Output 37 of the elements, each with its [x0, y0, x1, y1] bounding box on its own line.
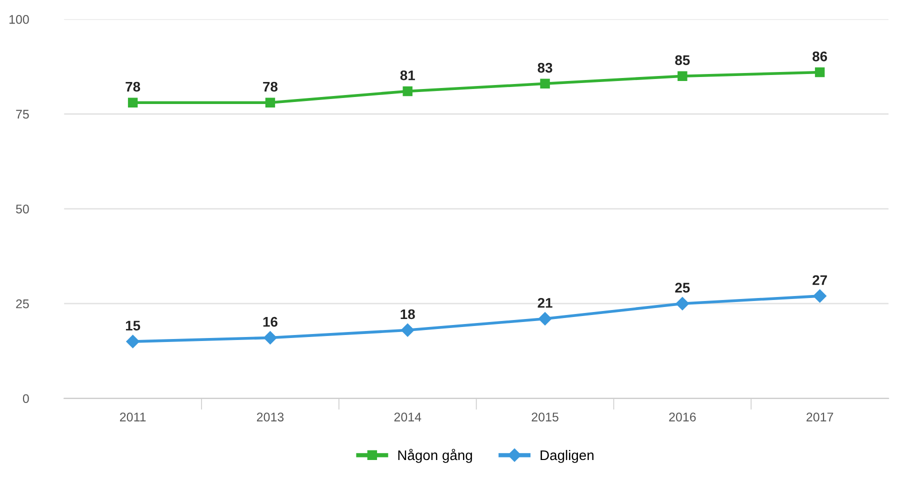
x-tick-label: 2013	[256, 412, 284, 422]
data-label: 25	[675, 282, 690, 293]
y-tick-label: 25	[16, 299, 29, 308]
y-tick-label: 100	[9, 15, 29, 24]
point	[678, 71, 688, 81]
data-label: 81	[400, 70, 415, 80]
data-label: 78	[126, 82, 140, 92]
point	[538, 312, 552, 326]
y-tick-label: 75	[16, 110, 29, 119]
data-label: 78	[263, 82, 278, 92]
point	[126, 334, 140, 348]
x-tick-label: 2014	[394, 412, 422, 422]
data-label: 16	[263, 316, 278, 327]
legend-label: Dagligen	[540, 450, 594, 463]
legend-label: Någon gång	[398, 448, 472, 463]
point	[814, 67, 825, 78]
y-tick-label: 50	[16, 204, 29, 214]
data-label: 83	[538, 62, 552, 73]
point	[813, 289, 826, 303]
point	[401, 324, 414, 337]
x-tick-label: 2017	[806, 412, 834, 422]
x-tick-label: 2015	[532, 412, 558, 422]
data-label: 85	[675, 55, 690, 66]
point	[264, 331, 277, 344]
x-tick-label: 2011	[120, 412, 146, 422]
data-label: 86	[812, 51, 828, 62]
data-label: 15	[126, 320, 140, 331]
data-label: 21	[538, 298, 552, 308]
data-label: 27	[812, 275, 827, 285]
point	[676, 297, 690, 310]
point	[540, 78, 550, 89]
data-label: 18	[400, 309, 415, 320]
point	[128, 98, 138, 108]
x-tick-label: 2016	[669, 412, 696, 422]
point	[402, 86, 412, 96]
y-tick-label: 0	[22, 394, 29, 404]
point	[265, 98, 276, 108]
